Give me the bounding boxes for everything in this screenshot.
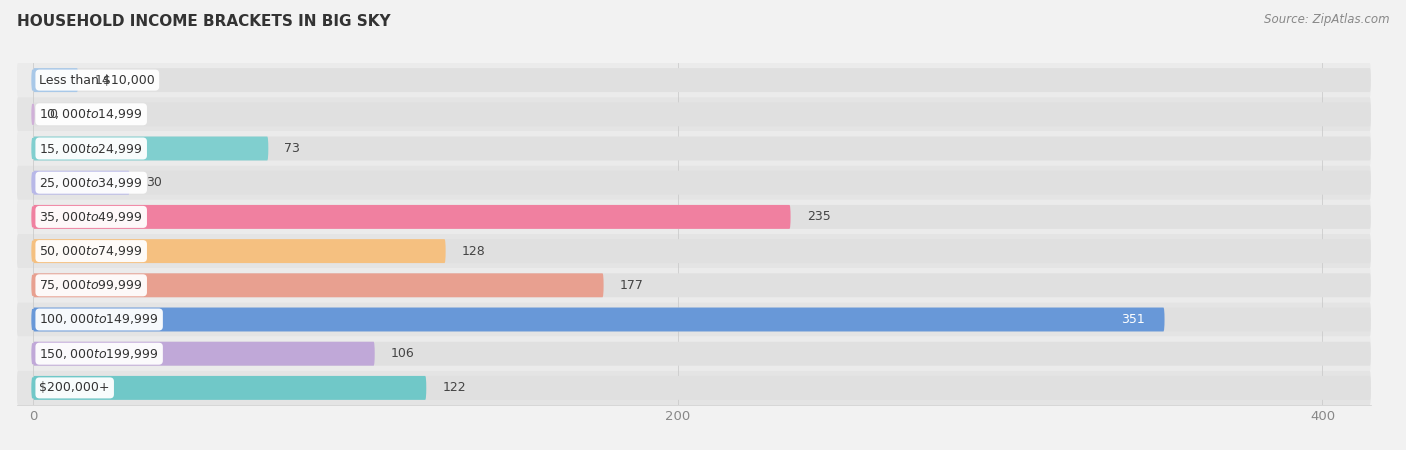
FancyBboxPatch shape xyxy=(17,63,1371,97)
Circle shape xyxy=(32,309,34,330)
Circle shape xyxy=(32,138,34,159)
FancyBboxPatch shape xyxy=(32,376,1371,400)
FancyBboxPatch shape xyxy=(17,97,1371,131)
FancyBboxPatch shape xyxy=(17,337,1371,371)
Circle shape xyxy=(32,378,34,398)
FancyBboxPatch shape xyxy=(32,342,375,366)
Text: $50,000 to $74,999: $50,000 to $74,999 xyxy=(39,244,143,258)
FancyBboxPatch shape xyxy=(32,171,1371,195)
Circle shape xyxy=(32,207,34,227)
Text: 0: 0 xyxy=(49,108,58,121)
FancyBboxPatch shape xyxy=(17,371,1371,405)
Text: HOUSEHOLD INCOME BRACKETS IN BIG SKY: HOUSEHOLD INCOME BRACKETS IN BIG SKY xyxy=(17,14,391,28)
Text: $200,000+: $200,000+ xyxy=(39,382,110,394)
Text: $25,000 to $34,999: $25,000 to $34,999 xyxy=(39,176,143,190)
Text: $75,000 to $99,999: $75,000 to $99,999 xyxy=(39,278,143,293)
Text: 73: 73 xyxy=(284,142,301,155)
FancyBboxPatch shape xyxy=(32,307,1164,332)
FancyBboxPatch shape xyxy=(32,273,1371,297)
FancyBboxPatch shape xyxy=(17,200,1371,234)
Circle shape xyxy=(32,104,34,125)
FancyBboxPatch shape xyxy=(32,102,1371,126)
FancyBboxPatch shape xyxy=(32,307,1371,332)
FancyBboxPatch shape xyxy=(32,205,1371,229)
FancyBboxPatch shape xyxy=(32,68,79,92)
Circle shape xyxy=(32,241,34,261)
FancyBboxPatch shape xyxy=(17,268,1371,302)
Text: Source: ZipAtlas.com: Source: ZipAtlas.com xyxy=(1264,14,1389,27)
FancyBboxPatch shape xyxy=(32,376,426,400)
FancyBboxPatch shape xyxy=(17,166,1371,200)
Text: 177: 177 xyxy=(620,279,644,292)
Text: 235: 235 xyxy=(807,211,831,223)
FancyBboxPatch shape xyxy=(32,68,1371,92)
Text: Less than $10,000: Less than $10,000 xyxy=(39,74,155,86)
Text: 30: 30 xyxy=(146,176,162,189)
FancyBboxPatch shape xyxy=(17,234,1371,268)
Text: $100,000 to $149,999: $100,000 to $149,999 xyxy=(39,312,159,327)
Text: $10,000 to $14,999: $10,000 to $14,999 xyxy=(39,107,143,122)
FancyBboxPatch shape xyxy=(32,136,269,161)
FancyBboxPatch shape xyxy=(32,171,129,195)
Text: $150,000 to $199,999: $150,000 to $199,999 xyxy=(39,346,159,361)
Text: 106: 106 xyxy=(391,347,415,360)
FancyBboxPatch shape xyxy=(32,342,1371,366)
FancyBboxPatch shape xyxy=(32,239,446,263)
FancyBboxPatch shape xyxy=(17,131,1371,166)
FancyBboxPatch shape xyxy=(32,136,1371,161)
Circle shape xyxy=(32,275,34,296)
Text: $35,000 to $49,999: $35,000 to $49,999 xyxy=(39,210,143,224)
Text: 14: 14 xyxy=(94,74,110,86)
Circle shape xyxy=(32,343,34,364)
FancyBboxPatch shape xyxy=(32,205,790,229)
Text: 351: 351 xyxy=(1122,313,1144,326)
Text: 122: 122 xyxy=(443,382,465,394)
FancyBboxPatch shape xyxy=(17,302,1371,337)
Text: $15,000 to $24,999: $15,000 to $24,999 xyxy=(39,141,143,156)
Circle shape xyxy=(32,172,34,193)
FancyBboxPatch shape xyxy=(32,239,1371,263)
FancyBboxPatch shape xyxy=(32,273,603,297)
Circle shape xyxy=(32,70,34,90)
Text: 128: 128 xyxy=(461,245,485,257)
